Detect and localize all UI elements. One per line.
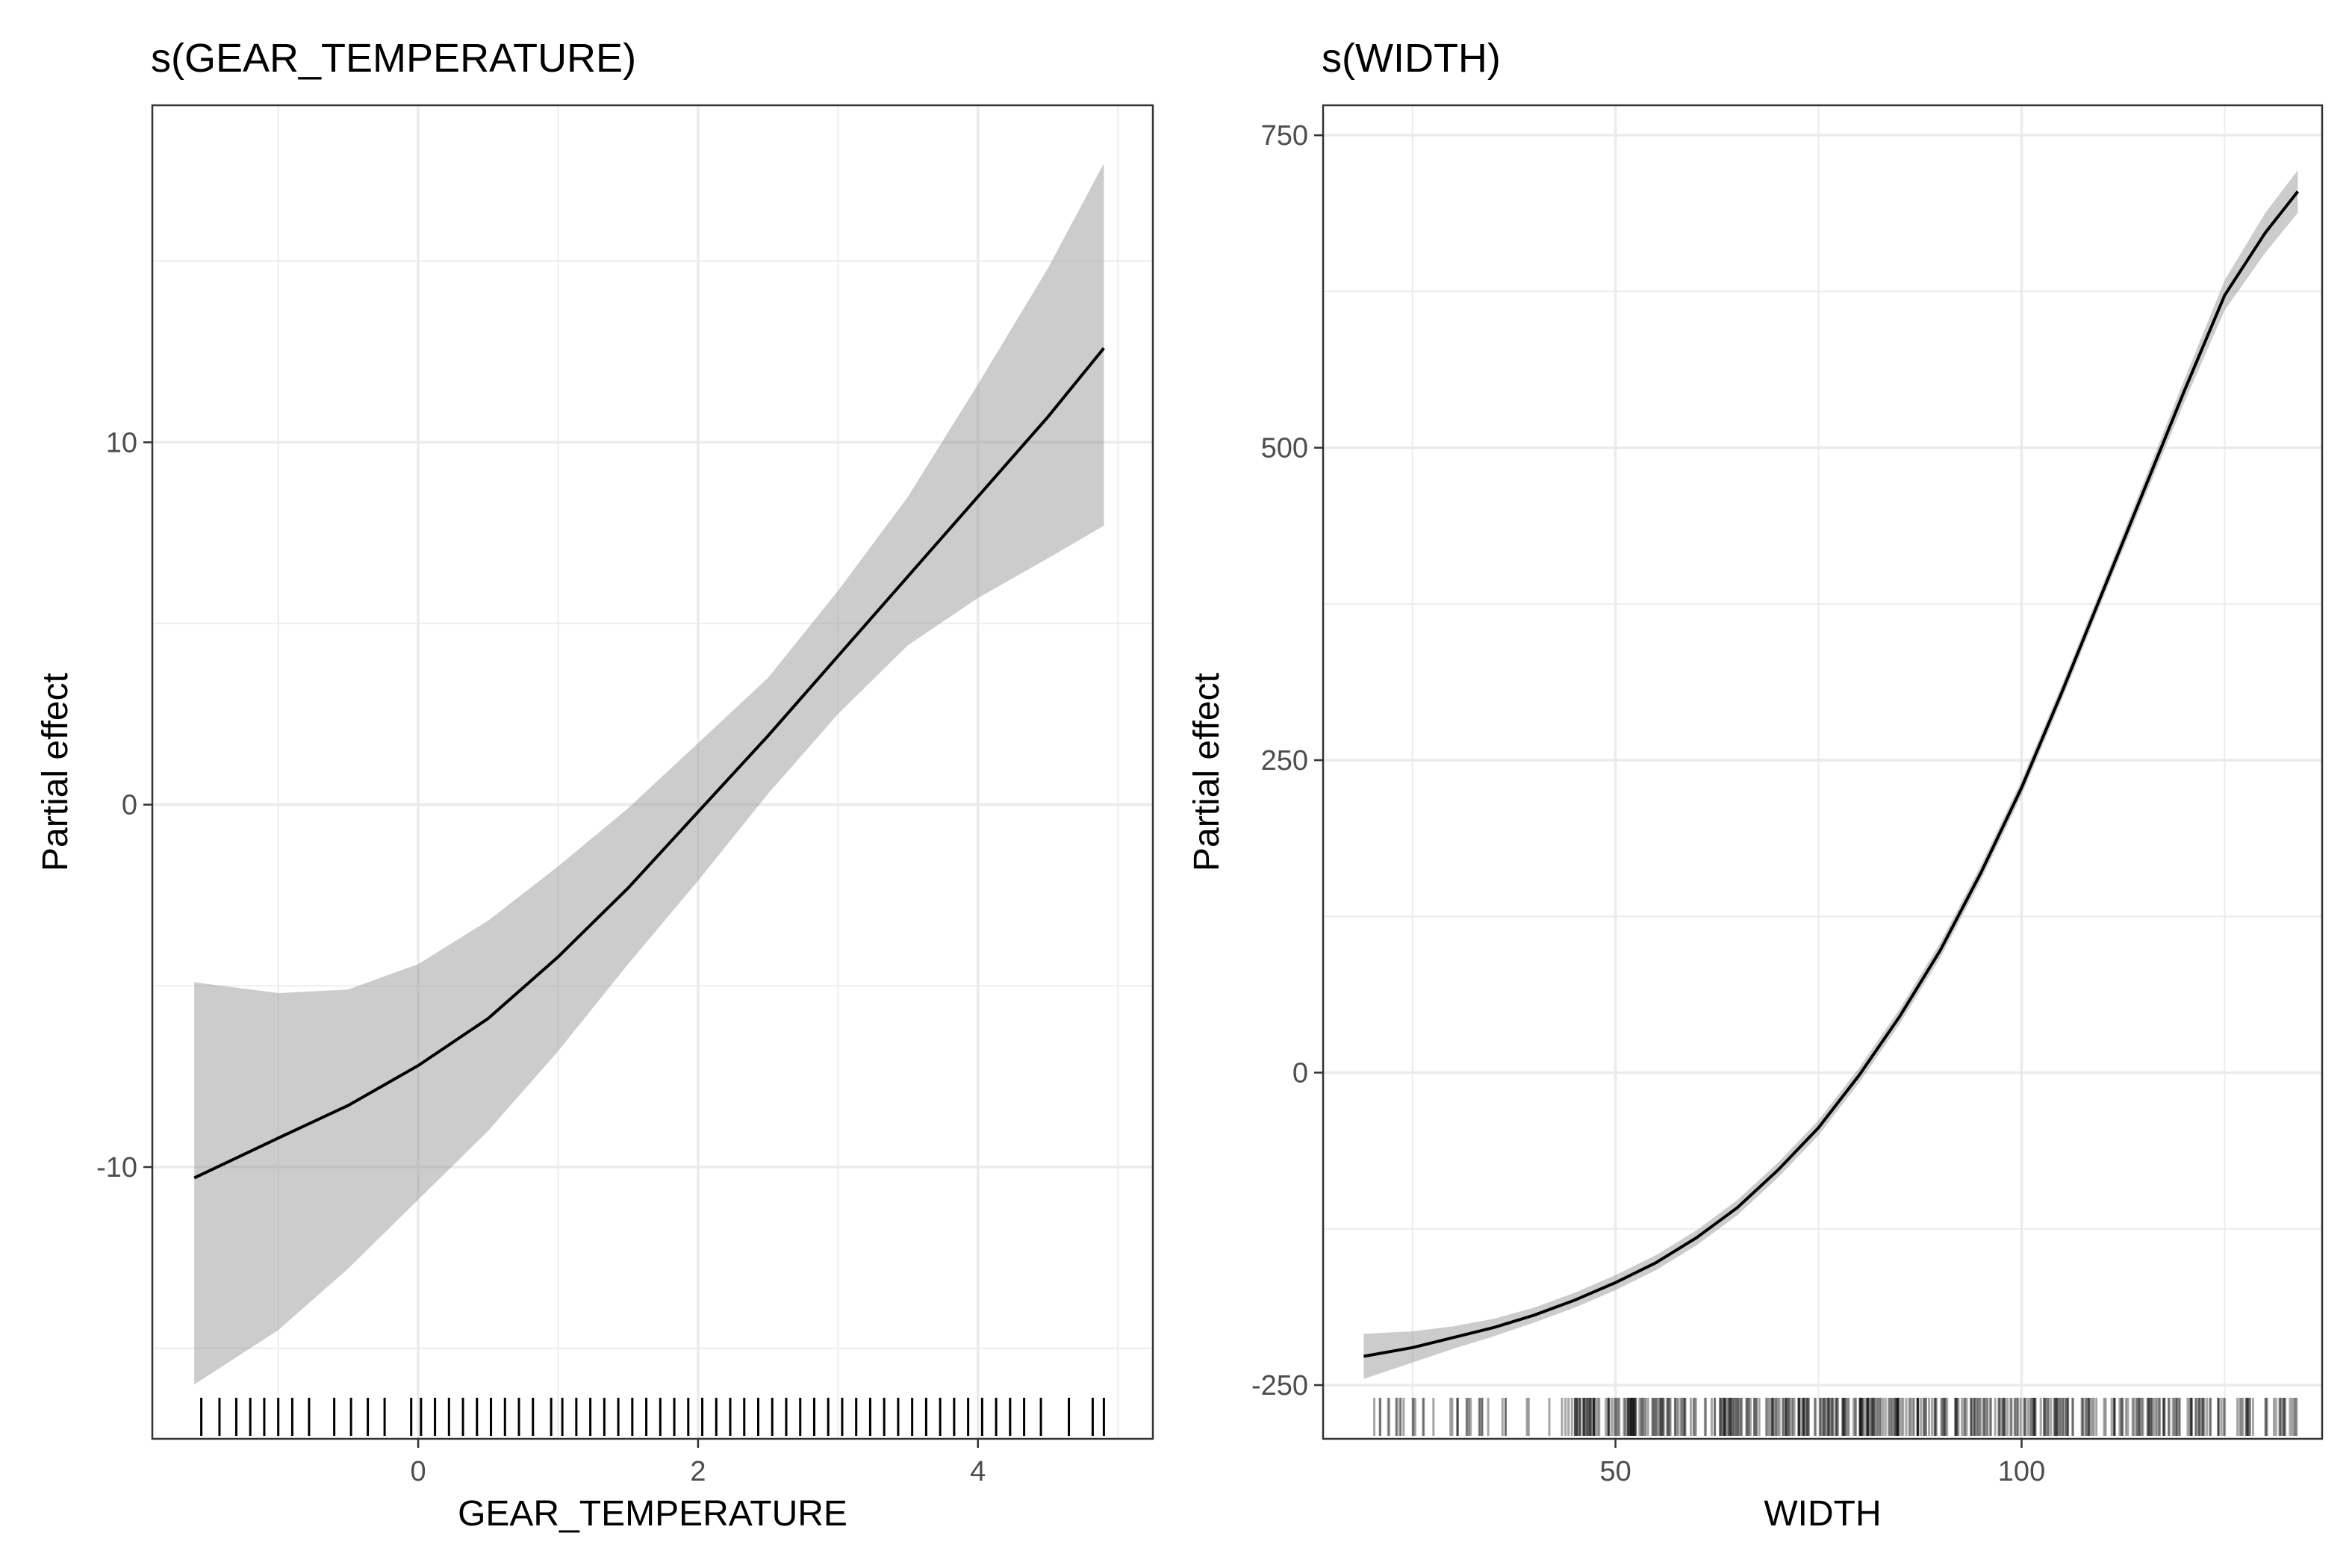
y-axis-title: Partial effect xyxy=(1187,673,1227,871)
smooth-line-layer xyxy=(1363,190,2299,1358)
y-tick-label: 10 xyxy=(106,427,137,458)
x-tick-label: 100 xyxy=(1998,1456,2045,1487)
y-tick-label: 500 xyxy=(1261,433,1308,464)
smooth-line-layer xyxy=(193,346,1105,1180)
grid xyxy=(1323,105,2322,1439)
y-tick-label: 250 xyxy=(1261,745,1308,777)
plot-frame xyxy=(151,104,1154,1440)
confidence-band xyxy=(194,163,1104,1385)
y-tick-label: 0 xyxy=(1292,1058,1308,1089)
x-axis-title: WIDTH xyxy=(1764,1494,1881,1534)
y-tick-label: -10 xyxy=(96,1152,137,1183)
x-axis-ticks: 0 2 4 xyxy=(411,1439,986,1487)
y-tick-label: -250 xyxy=(1251,1370,1308,1401)
rug-layer xyxy=(1373,1398,2298,1436)
y-axis-title: Partial effect xyxy=(36,673,75,871)
panel-title: s(GEAR_TEMPERATURE) xyxy=(151,36,636,81)
x-tick-label: 0 xyxy=(411,1456,426,1487)
panel-title: s(WIDTH) xyxy=(1322,36,1501,81)
smooth-line xyxy=(1363,190,2299,1358)
x-axis-ticks: 50 100 xyxy=(1599,1439,2045,1487)
rug-layer xyxy=(200,1398,1105,1436)
confidence-band-layer xyxy=(1363,170,2298,1379)
x-axis-title: GEAR_TEMPERATURE xyxy=(458,1494,847,1534)
x-tick-label: 50 xyxy=(1599,1456,1631,1487)
x-tick-label: 2 xyxy=(690,1456,706,1487)
y-tick-label: 0 xyxy=(122,790,137,821)
x-tick-label: 4 xyxy=(970,1456,986,1487)
panel-gear-temperature: s(GEAR_TEMPERATURE) 0 2 4 -10 0 10 GEAR_TEMP… xyxy=(36,36,1154,1534)
confidence-band-layer xyxy=(194,163,1104,1385)
y-axis-ticks: -10 0 10 xyxy=(96,427,152,1183)
panel-width: s(WIDTH) 50 100 -250 0 250 500 750 WIDTH Part… xyxy=(1187,36,2324,1534)
y-axis-ticks: -250 0 250 500 750 xyxy=(1251,120,1323,1401)
plot-frame xyxy=(1322,104,2324,1440)
smooth-line xyxy=(193,346,1105,1180)
confidence-band xyxy=(1363,170,2298,1379)
y-tick-label: 750 xyxy=(1261,120,1308,152)
